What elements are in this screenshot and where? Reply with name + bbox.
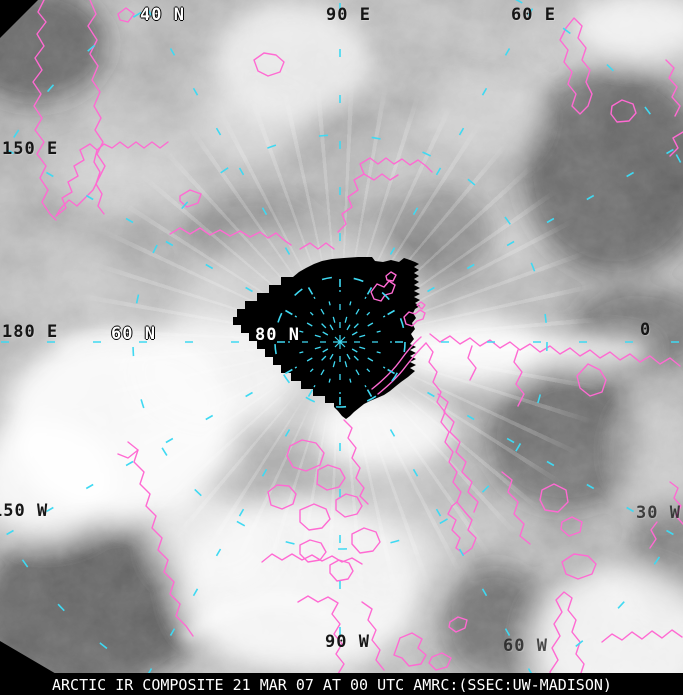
coastline-caspian	[559, 17, 593, 115]
coastline-path	[117, 7, 135, 23]
coastline-iceland	[561, 553, 597, 580]
coastline-path	[286, 439, 325, 472]
coastline-path	[377, 342, 427, 395]
coastline-alaska	[127, 441, 194, 637]
coastline-path	[385, 271, 397, 282]
coastline-path	[539, 483, 569, 513]
latitude-circle-60n	[132, 134, 548, 550]
coastline-path	[351, 527, 381, 554]
inner-meridian-ticks	[288, 290, 392, 394]
caption-text: ARCTIC IR COMPOSITE 21 MAR 07 AT 00 UTC …	[52, 676, 612, 694]
coastline-path	[93, 149, 105, 215]
coastline-path	[267, 484, 297, 510]
coastline-path	[363, 173, 399, 181]
coastline-layer	[32, 0, 683, 695]
coastline-path	[669, 131, 683, 157]
coastline-path	[428, 652, 452, 671]
coastline-path	[179, 189, 202, 208]
graticule-label-150e: 150 E	[2, 139, 59, 159]
coastline-path	[297, 595, 345, 675]
coastline-path	[343, 419, 369, 505]
coastline-svalbard	[370, 280, 396, 302]
coastline-path	[32, 0, 57, 221]
coastline-path	[335, 493, 363, 518]
coastline-path	[467, 345, 477, 381]
coastline-path	[513, 349, 525, 407]
latitude-circle-80n	[274, 276, 406, 408]
coastline-path	[329, 559, 354, 582]
coastline-path	[429, 333, 681, 367]
coastline-path	[501, 471, 531, 545]
coastline-path	[448, 616, 468, 633]
coastline-path	[393, 632, 427, 667]
graticule-label-180e: 180 E	[2, 322, 59, 342]
graticule-label-150w: 150 W	[0, 501, 49, 521]
coastline-path	[169, 227, 292, 246]
caption-bar: ARCTIC IR COMPOSITE 21 MAR 07 AT 00 UTC …	[0, 673, 683, 695]
coastline-path	[55, 141, 169, 217]
coastline-scandinavia	[437, 393, 479, 513]
coastline-path	[416, 301, 426, 310]
coastline-path	[361, 601, 385, 671]
coastline-path	[299, 539, 327, 563]
coastline-path	[447, 501, 477, 555]
coastline-path	[560, 516, 583, 537]
coastline-franz-josef	[403, 309, 426, 327]
coastline-path	[337, 157, 433, 233]
graticule-label-90e: 90 E	[326, 5, 371, 25]
coastline-path	[55, 0, 106, 217]
coastline-path	[316, 464, 346, 491]
coastline-path	[117, 449, 139, 459]
coastline-path	[299, 242, 335, 250]
coastline-path	[253, 52, 285, 77]
coastline-path	[665, 59, 681, 117]
coastline-path	[601, 629, 683, 643]
graticule-label-0: 0	[640, 320, 652, 340]
coastline-path	[649, 521, 658, 549]
graticule-label-30w: 30 W	[636, 503, 681, 523]
graticule-label-60n: 60 N	[111, 324, 156, 344]
graticule-label-60w: 60 W	[503, 636, 548, 656]
coastline-path	[610, 99, 637, 123]
graticule-label-60e: 60 E	[511, 5, 556, 25]
graticule-label-40n-top: 40 N	[140, 5, 185, 25]
pole-marker	[333, 335, 347, 349]
coastline-path	[669, 481, 683, 525]
coastline-path	[371, 336, 422, 390]
coastline-path	[299, 503, 331, 531]
coastline-path	[261, 553, 363, 565]
graticule-label-90w: 90 W	[325, 632, 370, 652]
coastline-greenland	[425, 342, 466, 513]
coastline-path	[546, 591, 589, 695]
graticule-label-80n: 80 N	[255, 325, 300, 345]
coastline-path	[576, 363, 607, 397]
